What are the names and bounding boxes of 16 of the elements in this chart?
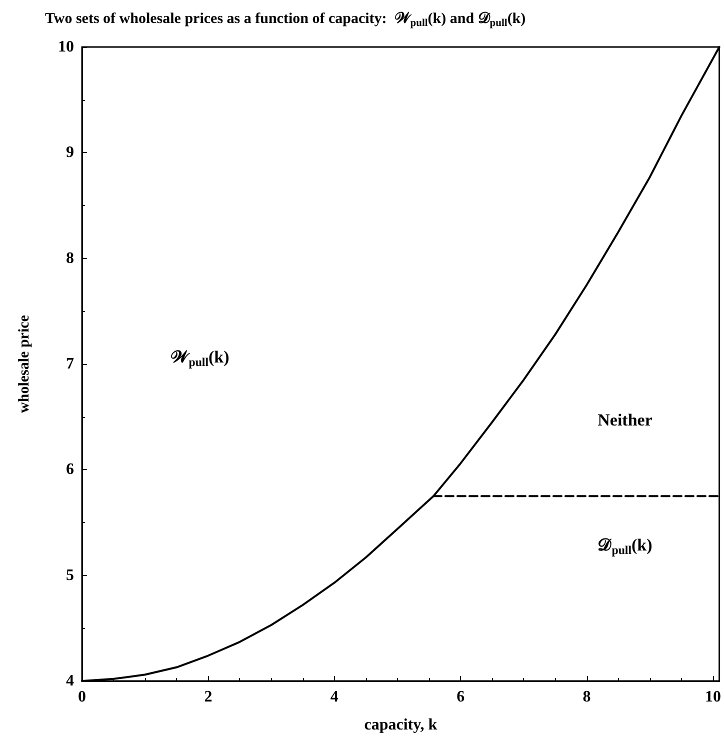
x-tick-label: 6	[456, 688, 465, 706]
y-tick-label: 8	[66, 250, 74, 267]
y-tick-label: 9	[66, 144, 74, 162]
y-tick-label: 5	[66, 566, 74, 584]
annotation: Neither	[598, 410, 653, 430]
x-tick-label: 2	[204, 688, 212, 706]
y-tick-label: 4	[66, 672, 74, 690]
x-axis-title: capacity, k	[364, 716, 438, 734]
x-tick-label: 8	[582, 688, 591, 706]
y-tick-label: 10	[58, 38, 74, 56]
x-tick-label: 0	[78, 688, 86, 706]
y-tick-label: 7	[66, 356, 74, 372]
x-tick-label: 10	[705, 688, 721, 706]
x-tick-label: 4	[330, 688, 338, 706]
y-tick-label: 6	[66, 461, 74, 478]
y-axis-title: wholesale price	[16, 314, 32, 413]
